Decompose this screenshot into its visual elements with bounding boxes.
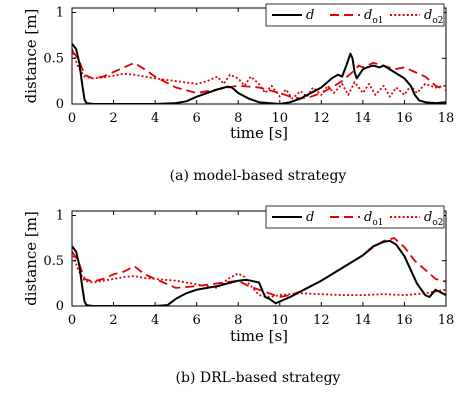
legend-label-main: d [424,8,432,23]
chart-model-based: 0 2 4 6 8 10 12 14 16 18 0 0.5 1 time [s] distance [m]… [22,3,455,184]
legend: d do1 do2 [265,205,445,229]
series-line-do2 [72,251,446,298]
y-tick-label: 0 [56,97,64,112]
legend-label-do1: do1 [364,8,383,26]
legend-label-main: d [306,8,314,23]
legend-label-main: d [306,210,314,225]
x-tick-label: 14 [355,111,372,126]
series-line-d [72,43,446,104]
x-tick-label: 8 [234,111,242,126]
y-tick-label: 1 [56,209,64,224]
series-line-d [72,239,446,306]
legend-label-do1: do1 [364,210,383,228]
x-tick-label: 0 [68,313,76,328]
x-tick-label: 16 [396,111,413,126]
legend-label-d: d [306,8,314,23]
axes-frame [71,7,447,105]
legend-label-sub: o2 [432,218,443,228]
x-tick-label: 2 [109,313,117,328]
x-tick-label: 2 [109,111,117,126]
series-line-do1 [72,237,446,298]
x-tick-label: 6 [193,313,201,328]
legend-label-main: d [364,8,372,23]
legend-label-sub: o1 [372,218,383,228]
legend-label-main: d [424,210,432,225]
legend-label-main: d [364,210,372,225]
x-tick-label: 8 [234,313,242,328]
chart-drl-based: 0 2 4 6 8 10 12 14 16 18 0 0.5 1 time [s] distance [m]… [22,205,455,386]
legend: d do1 do2 [265,3,445,27]
x-tick-label: 4 [151,111,159,126]
x-tick-label: 4 [151,313,159,328]
legend-box [265,205,445,229]
series-line-do1 [72,50,446,100]
legend-label-sub: o1 [372,16,383,26]
x-tick-label: 10 [272,313,289,328]
x-tick-label: 14 [355,313,372,328]
y-axis-label: distance [m] [22,9,40,104]
y-tick-label: 0.5 [43,51,64,66]
legend-label-d: d [306,210,314,225]
x-tick-label: 12 [313,111,330,126]
x-tick-label: 6 [193,111,201,126]
series-group [72,237,446,306]
subfigure-caption: (a) model-based strategy [170,168,347,184]
y-tick-label: 1 [56,6,64,21]
x-axis-label: time [s] [230,124,288,142]
x-tick-label: 16 [396,313,413,328]
subfigure-caption: (b) DRL-based strategy [176,370,341,386]
y-tick-label: 0.5 [43,254,64,269]
x-tick-label: 18 [438,313,455,328]
legend-label-do2: do2 [424,210,443,228]
x-tick-label: 10 [272,111,289,126]
y-tick-label: 0 [56,299,64,314]
legend-label-sub: o2 [432,16,443,26]
legend-label-do2: do2 [424,8,443,26]
x-tick-label: 0 [68,111,76,126]
axes-frame [71,210,447,307]
x-axis-label: time [s] [230,327,288,345]
legend-box [265,3,445,27]
x-tick-label: 12 [313,313,330,328]
y-axis-label: distance [m] [22,211,40,306]
x-tick-label: 18 [438,111,455,126]
series-group [72,43,446,104]
